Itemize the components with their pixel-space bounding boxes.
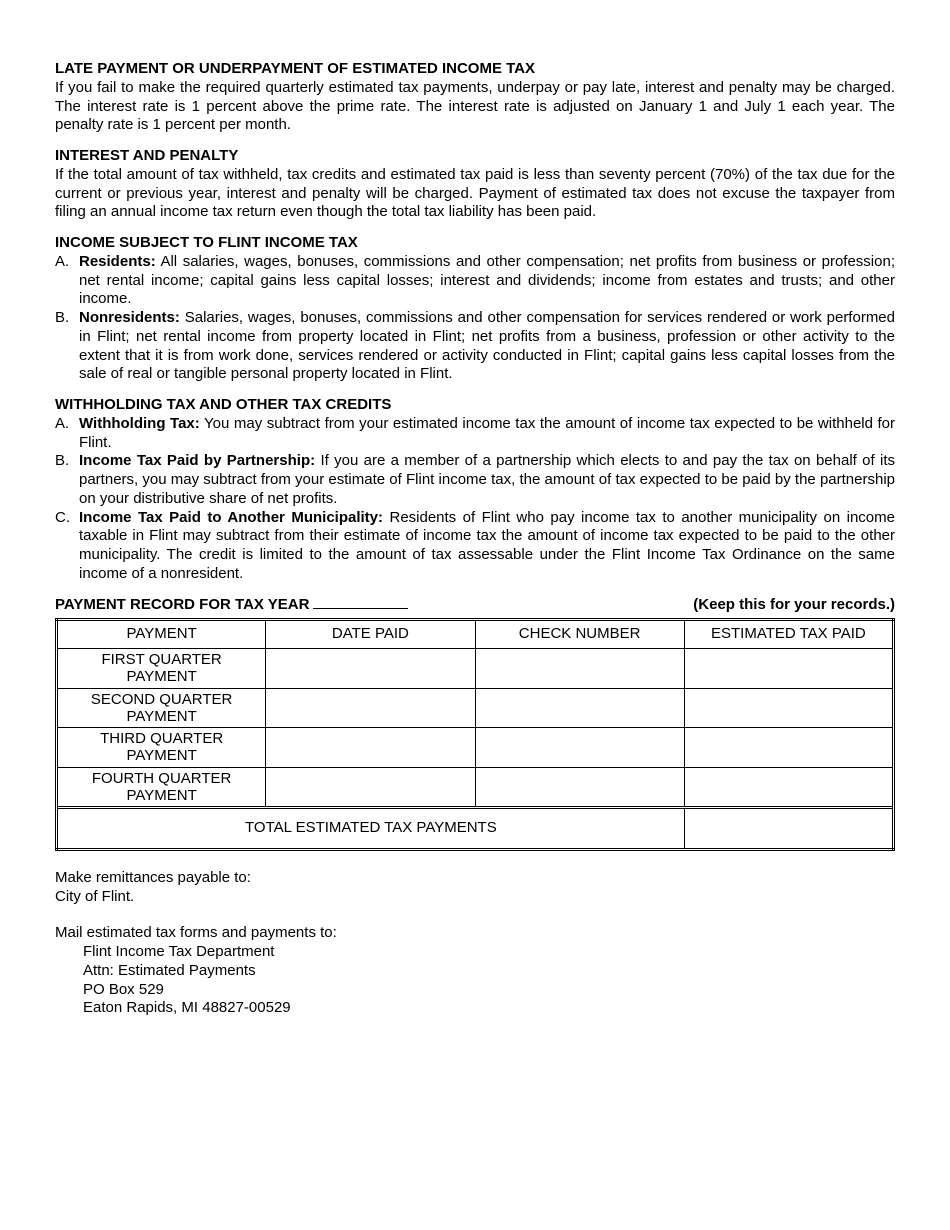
col-payment: PAYMENT xyxy=(57,620,266,649)
total-value[interactable] xyxy=(684,808,893,850)
list-marker: A. xyxy=(55,415,79,453)
tax-paid-cell[interactable] xyxy=(684,688,893,728)
tax-paid-cell[interactable] xyxy=(684,767,893,808)
list-label: Withholding Tax: xyxy=(79,415,200,432)
list-item: C. Income Tax Paid to Another Municipali… xyxy=(55,509,895,584)
row-label: FOURTH QUARTERPAYMENT xyxy=(57,767,266,808)
table-row: FOURTH QUARTERPAYMENT xyxy=(57,767,894,808)
list-content: Income Tax Paid by Partnership: If you a… xyxy=(79,452,895,508)
list-label: Income Tax Paid by Partnership: xyxy=(79,452,315,469)
list-item: B. Nonresidents: Salaries, wages, bonuse… xyxy=(55,309,895,384)
mail-line: PO Box 529 xyxy=(55,981,895,1000)
remittance-block: Make remittances payable to: City of Fli… xyxy=(55,869,895,907)
date-paid-cell[interactable] xyxy=(266,767,475,808)
row-label: FIRST QUARTERPAYMENT xyxy=(57,649,266,689)
check-number-cell[interactable] xyxy=(475,728,684,768)
payment-record-table: PAYMENT DATE PAID CHECK NUMBER ESTIMATED… xyxy=(55,618,895,851)
tax-paid-cell[interactable] xyxy=(684,649,893,689)
list-content: Withholding Tax: You may subtract from y… xyxy=(79,415,895,453)
payment-record-title: PAYMENT RECORD FOR TAX YEAR xyxy=(55,596,408,615)
mail-label: Mail estimated tax forms and payments to… xyxy=(55,924,895,943)
payment-record-header: PAYMENT RECORD FOR TAX YEAR (Keep this f… xyxy=(55,596,895,615)
list-content: Income Tax Paid to Another Municipality:… xyxy=(79,509,895,584)
list-marker: C. xyxy=(55,509,79,584)
list-marker: B. xyxy=(55,452,79,508)
list-marker: A. xyxy=(55,253,79,309)
late-payment-heading: LATE PAYMENT OR UNDERPAYMENT OF ESTIMATE… xyxy=(55,60,895,79)
income-subject-section: INCOME SUBJECT TO FLINT INCOME TAX A. Re… xyxy=(55,234,895,384)
late-payment-body: If you fail to make the required quarter… xyxy=(55,79,895,135)
list-marker: B. xyxy=(55,309,79,384)
row-label: SECOND QUARTERPAYMENT xyxy=(57,688,266,728)
total-label: TOTAL ESTIMATED TAX PAYMENTS xyxy=(57,808,685,850)
col-estimated-tax-paid: ESTIMATED TAX PAID xyxy=(684,620,893,649)
list-text: All salaries, wages, bonuses, commission… xyxy=(79,253,895,308)
remit-to: City of Flint. xyxy=(55,888,895,907)
keep-records-note: (Keep this for your records.) xyxy=(693,596,895,615)
remit-label: Make remittances payable to: xyxy=(55,869,895,888)
date-paid-cell[interactable] xyxy=(266,688,475,728)
list-text: Salaries, wages, bonuses, commissions an… xyxy=(79,309,895,382)
row-label: THIRD QUARTERPAYMENT xyxy=(57,728,266,768)
check-number-cell[interactable] xyxy=(475,649,684,689)
list-content: Nonresidents: Salaries, wages, bonuses, … xyxy=(79,309,895,384)
table-row: THIRD QUARTERPAYMENT xyxy=(57,728,894,768)
date-paid-cell[interactable] xyxy=(266,728,475,768)
total-row: TOTAL ESTIMATED TAX PAYMENTS xyxy=(57,808,894,850)
withholding-section: WITHHOLDING TAX AND OTHER TAX CREDITS A.… xyxy=(55,396,895,584)
mailing-block: Mail estimated tax forms and payments to… xyxy=(55,924,895,1018)
tax-year-blank[interactable] xyxy=(313,608,408,609)
table-row: SECOND QUARTERPAYMENT xyxy=(57,688,894,728)
check-number-cell[interactable] xyxy=(475,767,684,808)
col-date-paid: DATE PAID xyxy=(266,620,475,649)
table-row: FIRST QUARTERPAYMENT xyxy=(57,649,894,689)
interest-penalty-heading: INTEREST AND PENALTY xyxy=(55,147,895,166)
list-item: A. Withholding Tax: You may subtract fro… xyxy=(55,415,895,453)
tax-paid-cell[interactable] xyxy=(684,728,893,768)
list-item: A. Residents: All salaries, wages, bonus… xyxy=(55,253,895,309)
mail-line: Attn: Estimated Payments xyxy=(55,962,895,981)
list-item: B. Income Tax Paid by Partnership: If yo… xyxy=(55,452,895,508)
list-label: Income Tax Paid to Another Municipality: xyxy=(79,509,383,526)
list-content: Residents: All salaries, wages, bonuses,… xyxy=(79,253,895,309)
withholding-heading: WITHHOLDING TAX AND OTHER TAX CREDITS xyxy=(55,396,895,415)
list-label: Residents: xyxy=(79,253,156,270)
date-paid-cell[interactable] xyxy=(266,649,475,689)
interest-penalty-section: INTEREST AND PENALTY If the total amount… xyxy=(55,147,895,222)
col-check-number: CHECK NUMBER xyxy=(475,620,684,649)
payment-record-title-text: PAYMENT RECORD FOR TAX YEAR xyxy=(55,596,309,615)
income-subject-heading: INCOME SUBJECT TO FLINT INCOME TAX xyxy=(55,234,895,253)
list-text: You may subtract from your estimated inc… xyxy=(79,415,895,451)
mail-line: Eaton Rapids, MI 48827-00529 xyxy=(55,999,895,1018)
mail-line: Flint Income Tax Department xyxy=(55,943,895,962)
check-number-cell[interactable] xyxy=(475,688,684,728)
table-header-row: PAYMENT DATE PAID CHECK NUMBER ESTIMATED… xyxy=(57,620,894,649)
late-payment-section: LATE PAYMENT OR UNDERPAYMENT OF ESTIMATE… xyxy=(55,60,895,135)
list-label: Nonresidents: xyxy=(79,309,180,326)
interest-penalty-body: If the total amount of tax withheld, tax… xyxy=(55,166,895,222)
